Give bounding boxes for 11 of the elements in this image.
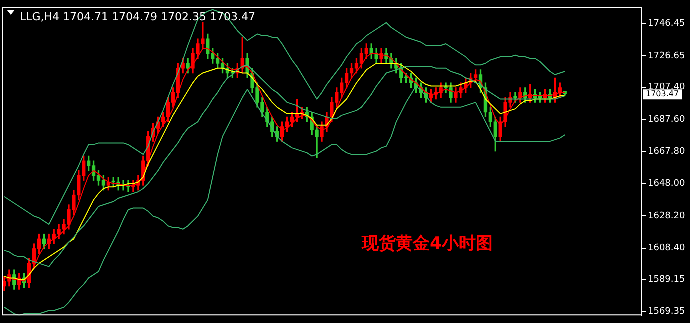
- y-tick-label: 1667.80: [648, 147, 686, 158]
- annotation: 现货黄金4小时图: [361, 234, 493, 254]
- y-tick-label: 1746.45: [648, 19, 686, 30]
- y-tick-label: 1648.00: [648, 179, 686, 190]
- y-tick-label: 1726.65: [648, 51, 686, 62]
- y-tick-label: 1608.40: [648, 244, 686, 254]
- text: 1703.47: [646, 90, 680, 99]
- y-tick-label: 1687.60: [648, 114, 686, 125]
- y-tick-label: 1628.20: [648, 211, 686, 222]
- y-tick-label: 1589.15: [648, 274, 686, 285]
- y-tick-label: 1569.35: [648, 307, 686, 318]
